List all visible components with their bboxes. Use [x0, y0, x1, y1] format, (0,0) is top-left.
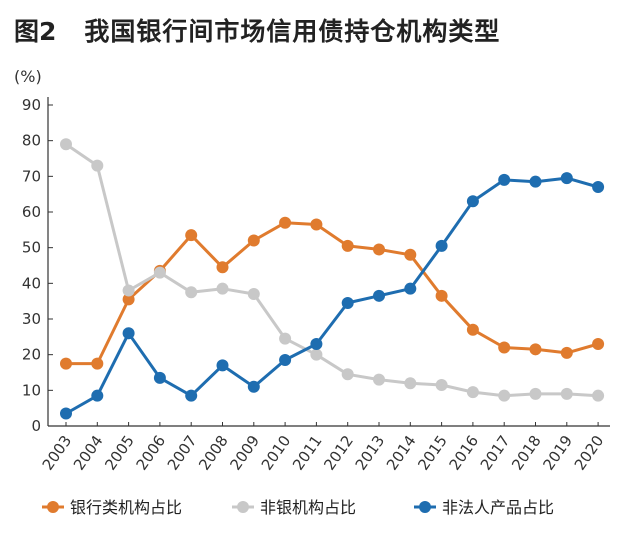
y-tick-label: 10 [22, 381, 41, 399]
y-tick-label: 0 [31, 417, 41, 435]
data-point-s2 [373, 289, 385, 302]
data-point-s1 [498, 389, 511, 402]
y-tick-label: 90 [22, 96, 41, 114]
y-tick-label: 50 [22, 239, 41, 257]
y-axis-unit: (%) [14, 67, 42, 86]
x-tick-label: 2009 [226, 432, 263, 474]
data-point-s2 [247, 380, 260, 393]
x-tick-label: 2003 [39, 432, 76, 474]
x-tick-label: 2013 [352, 432, 389, 474]
data-point-s2 [404, 282, 417, 295]
x-tick-label: 2004 [70, 432, 107, 474]
figure-number: 图2 [14, 17, 57, 46]
data-point-s2 [279, 354, 292, 367]
data-point-s2 [216, 359, 229, 372]
figure-title: 我国银行间市场信用债持仓机构类型 [84, 17, 501, 46]
data-point-s0 [122, 293, 135, 306]
x-tick-label: 2015 [414, 432, 451, 474]
x-tick-label: 2019 [539, 432, 576, 474]
data-point-s0 [404, 248, 417, 261]
data-point-s0 [310, 218, 323, 231]
data-point-s0 [592, 337, 605, 350]
x-tick-label: 2007 [164, 432, 201, 474]
figure-header: 图2 我国银行间市场信用债持仓机构类型 [14, 8, 626, 52]
data-point-s0 [529, 343, 542, 356]
data-point-s1 [466, 386, 479, 399]
x-tick-label: 2016 [446, 432, 483, 474]
legend-marker-2 [419, 501, 431, 513]
data-point-s1 [247, 288, 260, 301]
data-point-s2 [498, 173, 511, 186]
data-point-s0 [466, 323, 479, 336]
data-point-s1 [341, 368, 354, 381]
x-tick-label: 2011 [289, 432, 326, 474]
data-point-s0 [216, 261, 229, 274]
data-point-s1 [216, 282, 229, 295]
data-point-s0 [185, 229, 198, 242]
y-tick-label: 70 [22, 167, 41, 185]
data-point-s2 [310, 337, 323, 350]
data-point-s2 [560, 172, 573, 185]
x-tick-label: 2008 [195, 432, 232, 474]
data-point-s1 [60, 138, 72, 151]
series-line-2 [65, 176, 599, 415]
data-point-s2 [592, 181, 605, 194]
data-point-s2 [466, 195, 479, 208]
y-tick-label: 30 [22, 310, 41, 328]
data-point-s2 [185, 389, 198, 402]
x-tick-label: 2020 [571, 432, 608, 474]
data-point-s0 [435, 289, 448, 302]
data-point-s1 [373, 373, 385, 386]
legend-label-1: 非银机构占比 [260, 498, 356, 517]
data-point-s0 [91, 357, 104, 370]
data-point-s1 [529, 387, 542, 400]
data-point-s0 [341, 239, 354, 252]
data-point-s0 [279, 216, 292, 229]
data-point-s2 [91, 389, 104, 402]
legend-label-0: 银行类机构占比 [70, 498, 182, 517]
data-point-s2 [153, 371, 166, 384]
y-tick-label: 40 [22, 274, 41, 292]
x-tick-label: 2010 [258, 432, 295, 474]
data-point-s1 [560, 387, 573, 400]
data-point-s0 [560, 346, 573, 359]
data-point-s2 [122, 327, 135, 340]
series-line-0 [66, 221, 599, 366]
data-point-s2 [341, 296, 354, 309]
y-tick-label: 80 [22, 132, 41, 150]
data-point-s0 [498, 341, 511, 354]
data-point-s2 [435, 239, 448, 252]
data-point-s2 [529, 175, 542, 188]
legend-label-2: 非法人产品占比 [442, 498, 554, 517]
x-tick-label: 2018 [508, 432, 545, 474]
x-tick-label: 2006 [133, 432, 170, 474]
x-tick-label: 2005 [101, 432, 138, 474]
data-point-s1 [122, 284, 135, 297]
x-tick-label: 2014 [383, 432, 420, 474]
x-tick-label: 2017 [477, 432, 514, 474]
data-point-s1 [279, 332, 292, 345]
y-tick-label: 20 [22, 346, 41, 364]
x-tick-label: 2012 [320, 432, 357, 474]
data-point-s0 [373, 243, 385, 256]
data-point-s1 [592, 389, 605, 402]
data-point-s0 [60, 357, 72, 370]
y-tick-label: 60 [22, 203, 41, 221]
data-point-s2 [60, 407, 72, 420]
data-point-s1 [310, 348, 323, 361]
legend-marker-1 [237, 501, 249, 513]
data-point-s1 [185, 286, 198, 299]
data-point-s1 [404, 377, 417, 390]
data-point-s1 [91, 159, 104, 172]
data-point-s1 [153, 266, 166, 279]
data-point-s0 [247, 234, 260, 247]
legend-marker-0 [47, 501, 59, 513]
data-point-s1 [435, 378, 448, 391]
